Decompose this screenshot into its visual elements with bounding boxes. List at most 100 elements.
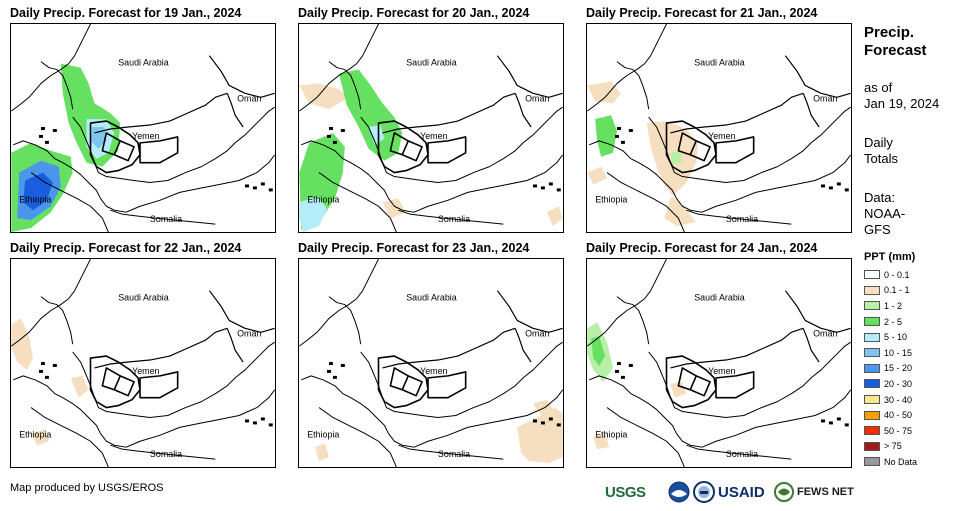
island-mark [44, 140, 49, 144]
legend-label: 0 - 0.1 [884, 269, 910, 280]
precip-area [31, 429, 49, 446]
precip-area [299, 83, 349, 110]
island-mark [533, 184, 537, 188]
island-mark [540, 186, 545, 190]
legend-item: 20 - 30 [864, 376, 917, 392]
map-label-yemen: Yemen [420, 366, 447, 376]
legend-label: 10 - 15 [884, 347, 913, 358]
gulf-of-aqaba-coastline [616, 61, 650, 110]
sidebar-data-line2: NOAA- [864, 206, 906, 221]
panel-title-20-jan: Daily Precip. Forecast for 20 Jan., 2024 [298, 6, 530, 20]
island-mark [268, 423, 273, 427]
arabian-peninsula-coastline [360, 341, 563, 418]
legend-swatch [864, 395, 880, 405]
map-label-ethiopia: Ethiopia [307, 194, 339, 204]
ethiopia-eritrea-border [318, 407, 397, 467]
island-mark [616, 362, 621, 365]
map-credit: Map produced by USGS/EROS [10, 482, 164, 494]
legend-label: 40 - 50 [884, 410, 913, 421]
saudi-oman-border [496, 290, 563, 333]
island-mark [327, 369, 331, 373]
map-label-saudi: Saudi Arabia [118, 58, 169, 68]
legend-swatch [864, 379, 880, 389]
precip-area [382, 198, 407, 219]
red-sea-coastline [587, 24, 667, 112]
gulf-of-aqaba-coastline [328, 61, 362, 110]
saudi-yemen-border [382, 327, 516, 369]
legend-item: 50 - 75 [864, 423, 917, 439]
island-mark [620, 140, 625, 144]
gulf-of-aqaba-coastline [40, 61, 74, 110]
saudi-oman-border [496, 55, 563, 98]
map-label-oman: Oman [813, 93, 837, 103]
legend-item: 15 - 20 [864, 361, 917, 377]
map-label-yemen: Yemen [132, 366, 159, 376]
yemen-governorate-boundaries [89, 355, 179, 409]
island-mark [40, 362, 45, 365]
panel-title-22-jan: Daily Precip. Forecast for 22 Jan., 2024 [10, 241, 242, 255]
precip-area [533, 399, 553, 416]
saudi-yemen-border [382, 92, 516, 134]
fews-net-globe-icon [774, 482, 794, 502]
precip-area [591, 336, 606, 366]
precip-legend: PPT (mm) 0 - 0.1 0.1 - 1 1 - 2 2 - 5 5 - 10 1… [864, 251, 917, 470]
yemen-governorate-boundaries [89, 120, 179, 174]
precip-area [587, 166, 608, 185]
map-label-saudi: Saudi Arabia [694, 58, 745, 68]
usaid-logo: USAID [718, 480, 770, 504]
red-sea-coastline [11, 24, 91, 112]
precip-area [670, 150, 683, 165]
map-label-ethiopia: Ethiopia [19, 429, 51, 439]
legend-rows: 0 - 0.1 0.1 - 1 1 - 2 2 - 5 5 - 10 10 - 15 15 … [864, 267, 917, 470]
island-mark [620, 375, 625, 379]
island-mark [556, 188, 561, 192]
island-mark [340, 128, 345, 132]
yemen-oman-border [226, 328, 244, 363]
panel-title-24-jan: Daily Precip. Forecast for 24 Jan., 2024 [586, 241, 818, 255]
horn-of-africa-coastline [301, 375, 563, 448]
yemen-governorate-boundaries [377, 355, 467, 409]
gulf-of-aqaba-coastline [616, 296, 650, 345]
map-label-ethiopia: Ethiopia [595, 194, 627, 204]
legend-label: 50 - 75 [884, 425, 913, 436]
legend-label: 30 - 40 [884, 394, 913, 405]
map-panel-21-jan: Saudi Arabia Oman Yemen Ethiopia Somalia [586, 23, 852, 233]
arabian-peninsula-coastline [72, 106, 275, 183]
legend-item: 30 - 40 [864, 392, 917, 408]
map-label-yemen: Yemen [708, 131, 735, 141]
red-sea-coastline [587, 259, 667, 347]
arabian-peninsula-coastline [648, 106, 851, 183]
map-label-oman: Oman [525, 328, 549, 338]
legend-label: 1 - 2 [884, 300, 903, 311]
horn-of-africa-coastline [589, 375, 851, 448]
island-mark [52, 363, 57, 367]
island-mark [556, 423, 561, 427]
map-label-somalia: Somalia [438, 214, 470, 224]
sidebar-data-line3: GFS [864, 222, 891, 237]
island-mark [616, 127, 621, 130]
legend-item: > 75 [864, 439, 917, 455]
island-mark [268, 188, 273, 192]
map-label-yemen: Yemen [708, 366, 735, 376]
precip-area [646, 121, 699, 227]
precip-area [368, 125, 385, 145]
precip-area [593, 433, 610, 450]
map-label-oman: Oman [237, 328, 261, 338]
island-mark [327, 134, 331, 138]
map-label-ethiopia: Ethiopia [19, 194, 51, 204]
legend-item: 2 - 5 [864, 314, 917, 330]
map-label-somalia: Somalia [726, 214, 758, 224]
sidebar-title: Precip. Forecast [864, 24, 927, 60]
sidebar-totals-line1: Daily [864, 135, 893, 150]
legend-item: No Data [864, 454, 917, 470]
saudi-oman-border [208, 55, 275, 98]
legend-label: No Data [884, 456, 918, 467]
usaid-logo-text: USAID [718, 483, 765, 501]
legend-label: 15 - 20 [884, 363, 913, 374]
legend-swatch [864, 426, 880, 436]
map-panel-22-jan: Saudi Arabia Oman Yemen Ethiopia Somalia [10, 258, 276, 468]
legend-swatch [864, 301, 880, 311]
arabian-peninsula-coastline [648, 341, 851, 418]
island-mark [844, 423, 849, 427]
ethiopia-eritrea-border [30, 172, 109, 232]
